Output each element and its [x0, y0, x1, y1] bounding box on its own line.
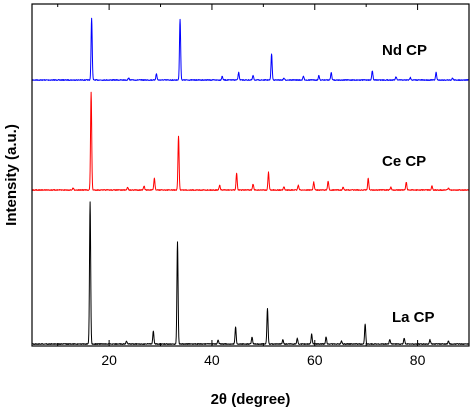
series-line-la-cp — [31, 201, 470, 345]
x-tick-label: 60 — [307, 352, 323, 368]
plot-frame — [31, 3, 470, 347]
y-axis-label: Intensity (a.u.) — [3, 124, 20, 226]
series-line-ce-cp — [31, 91, 470, 191]
series-label-ce-cp: Ce CP — [382, 153, 426, 170]
x-tick-label: 80 — [410, 352, 426, 368]
x-tick-label: 20 — [101, 352, 117, 368]
series-label-la-cp: La CP — [392, 309, 435, 326]
series-line-nd-cp — [31, 17, 470, 81]
x-tick-label: 40 — [204, 352, 220, 368]
plot-layer: Nd CP Ce CP La CP — [31, 17, 470, 345]
axis-layer: 20 40 60 80 — [31, 3, 470, 368]
series-label-nd-cp: Nd CP — [382, 42, 427, 59]
x-axis-label: 2θ (degree) — [211, 391, 291, 408]
